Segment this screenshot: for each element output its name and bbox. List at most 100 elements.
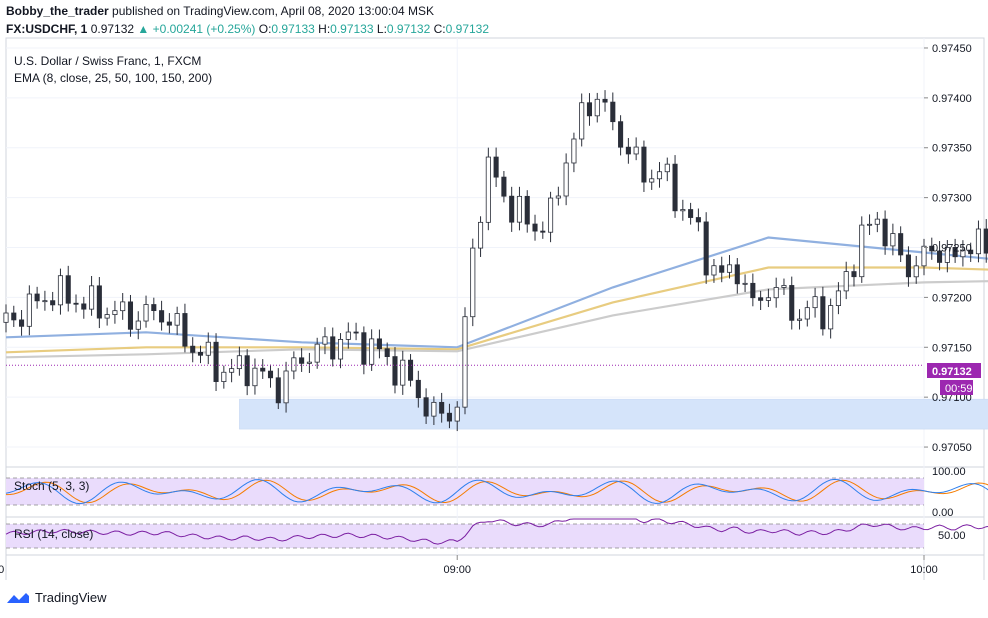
candle-body xyxy=(34,293,40,302)
candle-body xyxy=(695,217,701,223)
high-value: 0.97133 xyxy=(330,22,374,36)
candle-body xyxy=(890,233,896,247)
price-axis[interactable]: 0.97450 0.97400 0.97350 0.97300 0.97250 0.972… xyxy=(924,43,972,454)
candle-body xyxy=(400,359,406,386)
candle-body xyxy=(719,265,725,273)
candle-body xyxy=(555,195,561,199)
candle-body xyxy=(874,218,880,225)
published-text: published on TradingView.com, April 08, … xyxy=(112,4,435,18)
stoch-k-line xyxy=(5,478,988,505)
candle-body xyxy=(509,195,515,223)
candle-body xyxy=(789,285,795,321)
candle-body xyxy=(213,341,219,382)
candle-body xyxy=(711,265,717,276)
candle-body xyxy=(190,345,196,353)
candle-body xyxy=(3,312,9,323)
price-tick-label: 0.97150 xyxy=(932,342,972,354)
candle-body xyxy=(812,296,818,309)
candle-body xyxy=(244,355,250,387)
candle-body xyxy=(26,293,32,327)
candle-body xyxy=(672,163,678,212)
candle-body xyxy=(586,102,593,117)
candle-body xyxy=(439,401,445,414)
candle-body xyxy=(314,343,320,363)
author-name[interactable]: Bobby_the_trader xyxy=(6,4,109,18)
candle-body xyxy=(104,314,110,319)
chart-legend-ema: EMA (8, close, 25, 50, 100, 150, 200) xyxy=(14,71,212,85)
ema-line-2 xyxy=(5,280,988,359)
candle-body xyxy=(773,287,779,299)
candle-body xyxy=(610,101,616,123)
candle-body xyxy=(944,247,950,263)
last-price-badge-text: 0.97132 xyxy=(932,366,972,378)
time-tick-label: 10:00 xyxy=(910,564,938,576)
candle-body xyxy=(952,247,958,258)
candle-body xyxy=(765,297,771,301)
candle-body xyxy=(423,397,429,417)
candle-body xyxy=(726,264,733,273)
candle-body xyxy=(983,228,988,254)
candle-body xyxy=(804,307,810,320)
tradingview-logo-icon[interactable] xyxy=(6,591,30,605)
tradingview-brand-text[interactable]: TradingView xyxy=(35,590,107,605)
candle-body xyxy=(649,178,655,183)
candle-body xyxy=(229,368,235,373)
candle-body xyxy=(563,162,569,197)
candle-body xyxy=(42,300,48,303)
price-tick-label: 0.97300 xyxy=(932,193,972,205)
open-value: 0.97133 xyxy=(271,22,315,36)
candle-body xyxy=(159,310,165,323)
price-tick-label: 0.97050 xyxy=(932,442,972,454)
candle-body xyxy=(353,331,359,334)
price-change: +0.00241 (+0.25%) xyxy=(152,22,256,36)
candle-body xyxy=(796,318,803,321)
stoch-lines xyxy=(5,478,988,505)
candle-body xyxy=(540,230,546,233)
candle-body xyxy=(602,98,608,103)
candle-body xyxy=(851,271,857,278)
ohlc-header: FX:USDCHF, 1 0.97132 ▲ +0.00241 (+0.25%)… xyxy=(6,22,489,36)
candle-body xyxy=(81,303,87,310)
candle-body xyxy=(267,370,274,379)
close-value: 0.97132 xyxy=(445,22,490,36)
stoch-d-line xyxy=(5,479,988,504)
chart-area[interactable]: 0.97450 0.97400 0.97350 0.97300 0.97250 0.972… xyxy=(0,0,988,580)
candle-body xyxy=(781,285,787,288)
candle-body xyxy=(384,348,390,358)
countdown-text: 00:59 xyxy=(945,383,973,395)
candle-body xyxy=(182,313,188,347)
candle-body xyxy=(392,356,398,386)
price-tick-label: 0.97100 xyxy=(932,392,972,404)
candle-body xyxy=(361,332,367,365)
candle-body xyxy=(641,146,647,183)
candle-body xyxy=(758,297,764,301)
stoch-tick-0: 0.00 xyxy=(932,507,953,519)
candle-body xyxy=(905,254,911,278)
candle-body xyxy=(431,401,437,417)
candle-body xyxy=(454,406,460,422)
candle-body xyxy=(120,301,126,312)
candle-body xyxy=(688,209,694,218)
candle-body xyxy=(19,319,25,327)
rsi-label: RSI (14, close) xyxy=(14,527,93,541)
candle-body xyxy=(633,146,639,155)
candle-body xyxy=(501,176,507,197)
candle-body xyxy=(283,370,289,404)
candle-body xyxy=(929,245,935,252)
ema-line-0 xyxy=(5,236,988,349)
candle-body xyxy=(664,163,670,173)
candle-body xyxy=(408,359,414,381)
candle-body xyxy=(532,223,538,232)
candle-body xyxy=(376,338,382,350)
candle-body xyxy=(968,249,974,255)
price-tick-label: 0.97450 xyxy=(932,43,972,55)
time-tick-label: 09:00 xyxy=(443,564,471,576)
candle-body xyxy=(89,285,95,310)
candle-body xyxy=(65,275,71,304)
candle-body xyxy=(734,264,740,285)
candle-body xyxy=(252,367,258,387)
candle-body xyxy=(680,209,686,212)
candle-body xyxy=(618,121,624,148)
rsi-tick-50: 50.00 xyxy=(938,530,966,542)
